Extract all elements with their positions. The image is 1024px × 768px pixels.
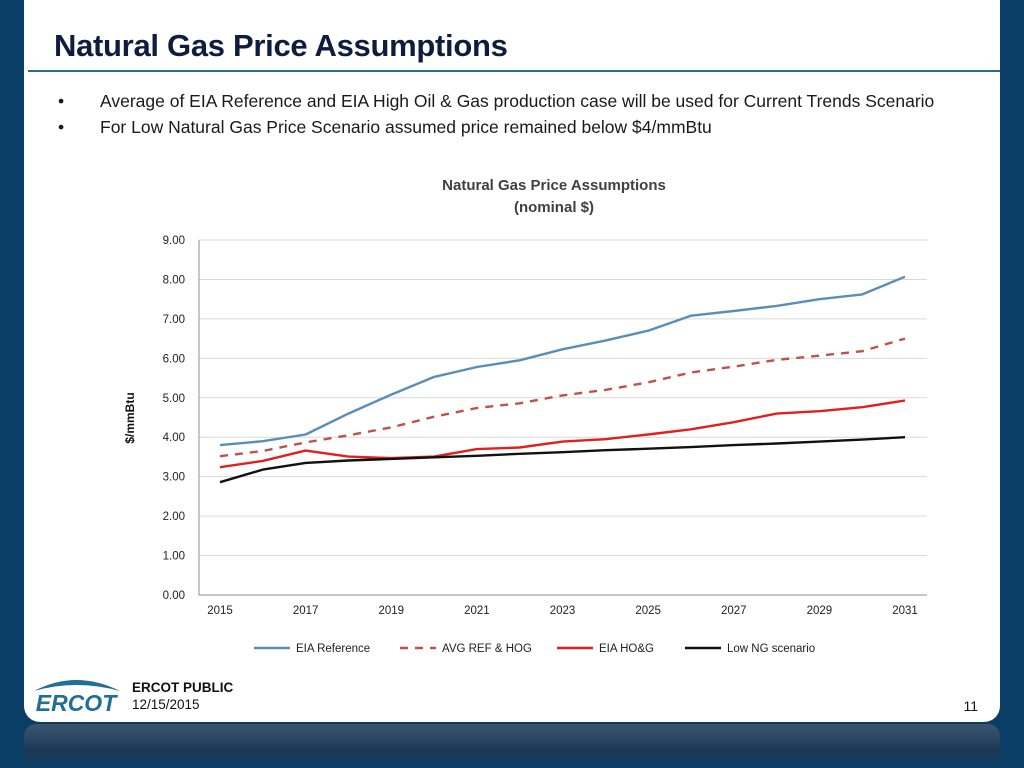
bullet-item: • For Low Natural Gas Price Scenario ass… xyxy=(58,116,938,139)
y-tick-label: 2.00 xyxy=(163,511,185,523)
series-line xyxy=(219,275,906,447)
footer-label: ERCOT PUBLIC xyxy=(132,680,234,695)
x-axis-ticks: 2015 2017 2019 2021 2023 2025 2027 2029 2031 xyxy=(207,605,918,617)
y-tick-label: 8.00 xyxy=(163,274,185,286)
x-tick-label: 2017 xyxy=(293,605,319,617)
y-tick-label: 5.00 xyxy=(163,393,185,405)
chart-legend: EIA Reference AVG REF & HOG EIA HO&G Low NG… xyxy=(254,643,815,655)
x-tick-label: 2027 xyxy=(721,605,747,617)
footer-band xyxy=(24,724,1000,768)
x-tick-label: 2019 xyxy=(378,605,404,617)
footer-date: 12/15/2015 xyxy=(132,697,200,712)
y-tick-label: 7.00 xyxy=(163,314,185,326)
legend-label: Low NG scenario xyxy=(727,643,815,655)
page-number: 11 xyxy=(963,698,978,714)
y-axis-label: $/mmBtu xyxy=(123,392,137,443)
slide: Natural Gas Price Assumptions • Average … xyxy=(24,0,1000,722)
y-tick-label: 1.00 xyxy=(163,551,185,563)
chart-subtitle: (nominal $) xyxy=(514,199,594,216)
y-tick-label: 4.00 xyxy=(163,432,185,444)
bullet-text: For Low Natural Gas Price Scenario assum… xyxy=(100,117,712,137)
bullet-marker: • xyxy=(58,117,65,137)
legend-label: AVG REF & HOG xyxy=(442,643,532,655)
bullet-marker: • xyxy=(58,91,65,111)
title-divider xyxy=(28,70,1000,72)
y-tick-label: 3.00 xyxy=(163,472,185,484)
x-tick-label: 2021 xyxy=(464,605,490,617)
y-tick-label: 9.00 xyxy=(163,235,185,247)
line-chart: Natural Gas Price Assumptions (nominal $… xyxy=(123,177,927,655)
grid-lines xyxy=(198,239,927,596)
ercot-logo: ERCOT xyxy=(34,680,120,716)
y-axis-ticks: 0.00 1.00 2.00 3.00 4.00 5.00 6.00 7.00 8.00 9.00 xyxy=(163,235,185,602)
bullet-list: • Average of EIA Reference and EIA High … xyxy=(58,90,938,142)
y-tick-label: 6.00 xyxy=(163,353,185,365)
series-lines xyxy=(219,275,906,484)
legend-label: EIA Reference xyxy=(296,643,370,655)
bullet-text: Average of EIA Reference and EIA High Oi… xyxy=(100,91,935,111)
x-tick-label: 2023 xyxy=(550,605,576,617)
legend-label: EIA HO&G xyxy=(599,643,654,655)
x-tick-label: 2015 xyxy=(207,605,233,617)
series-line xyxy=(219,337,906,458)
logo-wordmark: ERCOT xyxy=(36,690,118,716)
y-tick-label: 0.00 xyxy=(163,590,185,602)
footer: ERCOT PUBLIC 12/15/2015 xyxy=(132,679,233,713)
bullet-item: • Average of EIA Reference and EIA High … xyxy=(58,90,938,113)
series-line xyxy=(219,399,906,469)
x-tick-label: 2025 xyxy=(635,605,661,617)
slide-title: Natural Gas Price Assumptions xyxy=(54,28,508,63)
x-tick-label: 2029 xyxy=(807,605,833,617)
chart-title: Natural Gas Price Assumptions xyxy=(442,177,666,194)
x-tick-label: 2031 xyxy=(892,605,918,617)
series-line xyxy=(219,436,906,484)
